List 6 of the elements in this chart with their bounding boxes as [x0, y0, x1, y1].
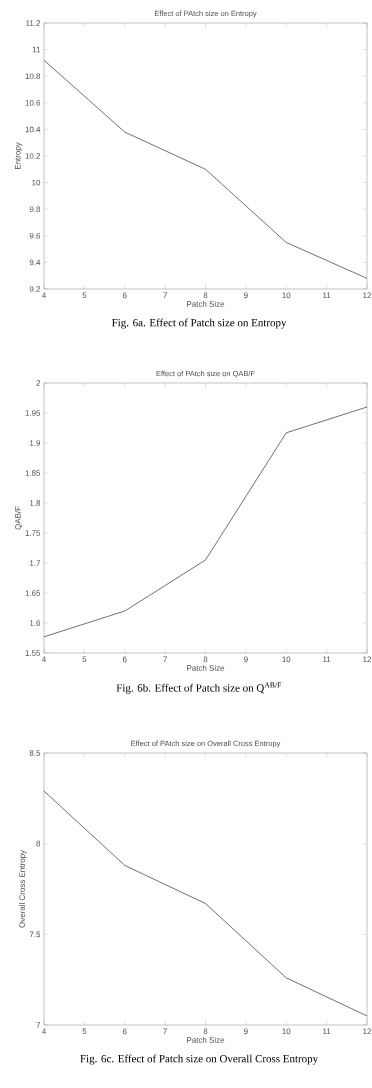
line-series	[43, 790, 368, 1017]
line-series	[43, 406, 368, 638]
caption: Fig. 6a. Effect of Patch size on Entropy	[111, 318, 287, 329]
line-series	[43, 59, 368, 279]
caption: Fig. 6c. Effect of Patch size on Overall Cross Entropy	[80, 1054, 319, 1065]
caption: Fig. 6b. Effect of Patch size on Q$^{AB/F}$	[116, 682, 282, 694]
